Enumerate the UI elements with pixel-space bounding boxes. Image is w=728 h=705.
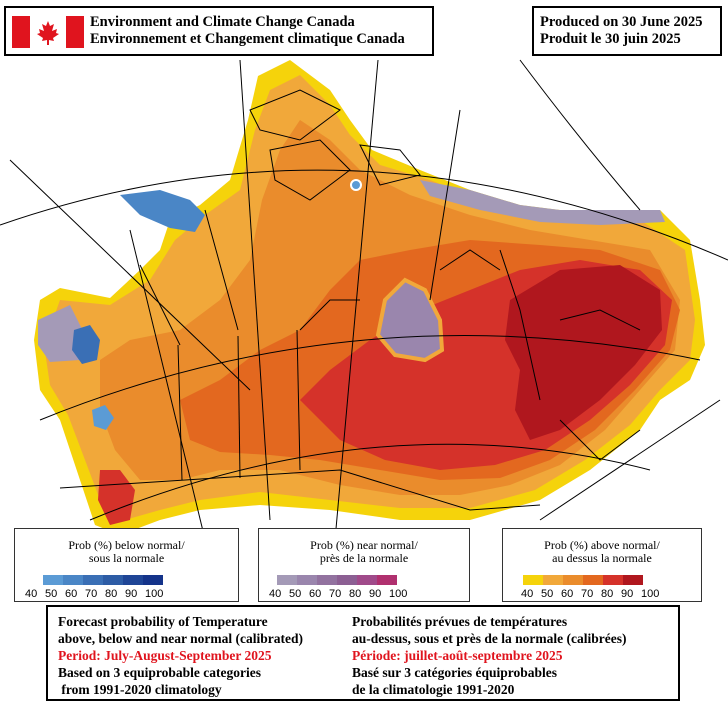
legend-swatch	[123, 575, 143, 585]
legend-swatch	[297, 575, 317, 585]
region-below-south-bc	[92, 405, 114, 430]
region-below-arctic-island	[350, 179, 362, 191]
region-near-hudson-bay	[375, 277, 445, 363]
legend-above-title-fr: au dessus la normale	[552, 551, 652, 565]
forecast-info-box: Forecast probability of Temperature abov…	[46, 605, 680, 701]
legend-near-colorbar	[277, 575, 397, 585]
region-above-90	[505, 265, 662, 440]
region-below-western-arctic	[120, 190, 205, 232]
legend-above-title-en: Prob (%) above normal/	[544, 538, 660, 552]
legend-swatch	[357, 575, 377, 585]
legend-near-ticks: 40 50 60 70 80 90 100	[269, 588, 408, 600]
legend-swatch	[543, 575, 563, 585]
legend-below-title-fr: sous la normale	[88, 551, 165, 565]
legend-swatch	[337, 575, 357, 585]
legend-above-normal: Prob (%) above normal/ au dessus la norm…	[502, 528, 702, 602]
info-en-line5: from 1991-2020 climatology	[58, 682, 222, 697]
info-en-line1: Forecast probability of Temperature	[58, 614, 268, 629]
legend-swatch	[83, 575, 103, 585]
legend-below-colorbar	[43, 575, 163, 585]
forecast-info-fr: Probabilités prévues de températures au-…	[352, 613, 626, 698]
legend-above-colorbar	[523, 575, 643, 585]
legend-near-title-fr: près de la normale	[319, 551, 409, 565]
legend-swatch	[277, 575, 297, 585]
agency-name-en: Environment and Climate Change Canada	[90, 14, 355, 30]
legend-below-ticks: 40 50 60 70 80 90 100	[25, 588, 164, 600]
legend-below-normal: Prob (%) below normal/ sous la normale 4…	[14, 528, 239, 602]
legend-swatch	[143, 575, 163, 585]
produced-date-fr: Produit le 30 juin 2025	[540, 31, 681, 47]
forecast-info-en: Forecast probability of Temperature abov…	[58, 613, 303, 698]
legend-swatch	[523, 575, 543, 585]
legend-swatch	[377, 575, 397, 585]
produced-date-en: Produced on 30 June 2025	[540, 14, 703, 30]
legend-swatch	[603, 575, 623, 585]
boundaries	[59, 89, 641, 511]
canada-flag-icon	[12, 16, 84, 48]
legend-below-title-en: Prob (%) below normal/	[68, 538, 185, 552]
produced-date-box: Produced on 30 June 2025 Produit le 30 j…	[532, 6, 722, 56]
info-fr-period: Période: juillet-août-septembre 2025	[352, 648, 563, 663]
info-en-line4: Based on 3 equiprobable categories	[58, 665, 262, 680]
legend-near-title-en: Prob (%) near normal/	[310, 538, 418, 552]
info-fr-line2: au-dessus, sous et près de la normale (c…	[352, 631, 627, 646]
legend-swatch	[623, 575, 643, 585]
legend-near-normal: Prob (%) near normal/ près de la normale…	[258, 528, 470, 602]
legend-swatch	[317, 575, 337, 585]
info-fr-line5: de la climatologie 1991-2020	[352, 682, 515, 697]
legend-swatch	[103, 575, 123, 585]
legend-above-ticks: 40 50 60 70 80 90 100	[521, 588, 660, 600]
agency-name-fr: Environnement et Changement climatique C…	[90, 31, 405, 47]
info-en-period: Period: July-August-September 2025	[58, 648, 272, 663]
info-en-line2: above, below and near normal (calibrated…	[58, 631, 303, 646]
info-fr-line4: Basé sur 3 catégories équiprobables	[352, 665, 558, 680]
legend-swatch	[583, 575, 603, 585]
legend-swatch	[563, 575, 583, 585]
agency-header: Environment and Climate Change Canada En…	[4, 6, 434, 56]
region-below-vancouver	[72, 325, 100, 364]
info-fr-line1: Probabilités prévues de températures	[352, 614, 568, 629]
legend-swatch	[43, 575, 63, 585]
legend-swatch	[63, 575, 83, 585]
